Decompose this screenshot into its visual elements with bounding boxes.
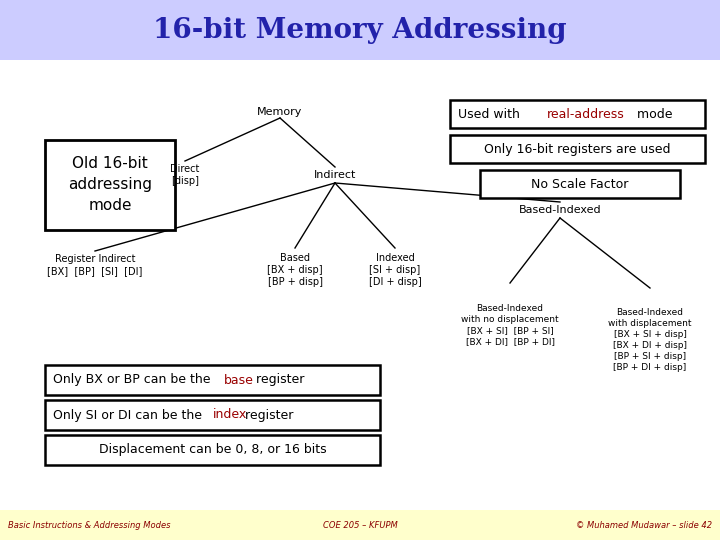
- Text: Used with: Used with: [458, 107, 524, 120]
- Bar: [0, 0, 720, 60]
- Text: COE 205 – KFUPM: COE 205 – KFUPM: [323, 521, 397, 530]
- Text: 16-bit Memory Addressing: 16-bit Memory Addressing: [153, 17, 567, 44]
- Text: No Scale Factor: No Scale Factor: [531, 178, 629, 191]
- Text: Only SI or DI can be the: Only SI or DI can be the: [53, 408, 206, 422]
- Text: Only 16-bit registers are used: Only 16-bit registers are used: [485, 143, 671, 156]
- Bar: [45, 365, 380, 395]
- Bar: [0, 510, 720, 540]
- Text: base: base: [224, 374, 254, 387]
- Text: Basic Instructions & Addressing Modes: Basic Instructions & Addressing Modes: [8, 521, 171, 530]
- Text: Based
[BX + disp]
[BP + disp]: Based [BX + disp] [BP + disp]: [267, 253, 323, 287]
- Bar: [450, 135, 705, 163]
- Bar: [480, 170, 680, 198]
- Bar: [45, 140, 175, 230]
- Text: Register Indirect
[BX]  [BP]  [SI]  [DI]: Register Indirect [BX] [BP] [SI] [DI]: [48, 254, 143, 276]
- Bar: [450, 100, 705, 128]
- Text: Only BX or BP can be the: Only BX or BP can be the: [53, 374, 215, 387]
- Text: © Muhamed Mudawar – slide 42: © Muhamed Mudawar – slide 42: [576, 521, 712, 530]
- Text: Indirect: Indirect: [314, 170, 356, 180]
- Text: Memory: Memory: [257, 107, 302, 117]
- Bar: [45, 435, 380, 465]
- Bar: [45, 400, 380, 430]
- Text: Old 16-bit
addressing
mode: Old 16-bit addressing mode: [68, 157, 152, 213]
- Text: real-address: real-address: [547, 107, 625, 120]
- Text: index: index: [213, 408, 247, 422]
- Text: Indexed
[SI + disp]
[DI + disp]: Indexed [SI + disp] [DI + disp]: [369, 253, 421, 287]
- Text: register: register: [241, 408, 293, 422]
- Text: register: register: [252, 374, 305, 387]
- Text: Based-Indexed
with no displacement
[BX + SI]  [BP + SI]
[BX + DI]  [BP + DI]: Based-Indexed with no displacement [BX +…: [462, 304, 559, 346]
- Text: Based-Indexed
with displacement
[BX + SI + disp]
[BX + DI + disp]
[BP + SI + dis: Based-Indexed with displacement [BX + SI…: [608, 308, 692, 372]
- Text: Direct
[disp]: Direct [disp]: [171, 164, 199, 186]
- Text: Based-Indexed: Based-Indexed: [518, 205, 601, 215]
- Text: Displacement can be 0, 8, or 16 bits: Displacement can be 0, 8, or 16 bits: [99, 443, 326, 456]
- Text: mode: mode: [633, 107, 672, 120]
